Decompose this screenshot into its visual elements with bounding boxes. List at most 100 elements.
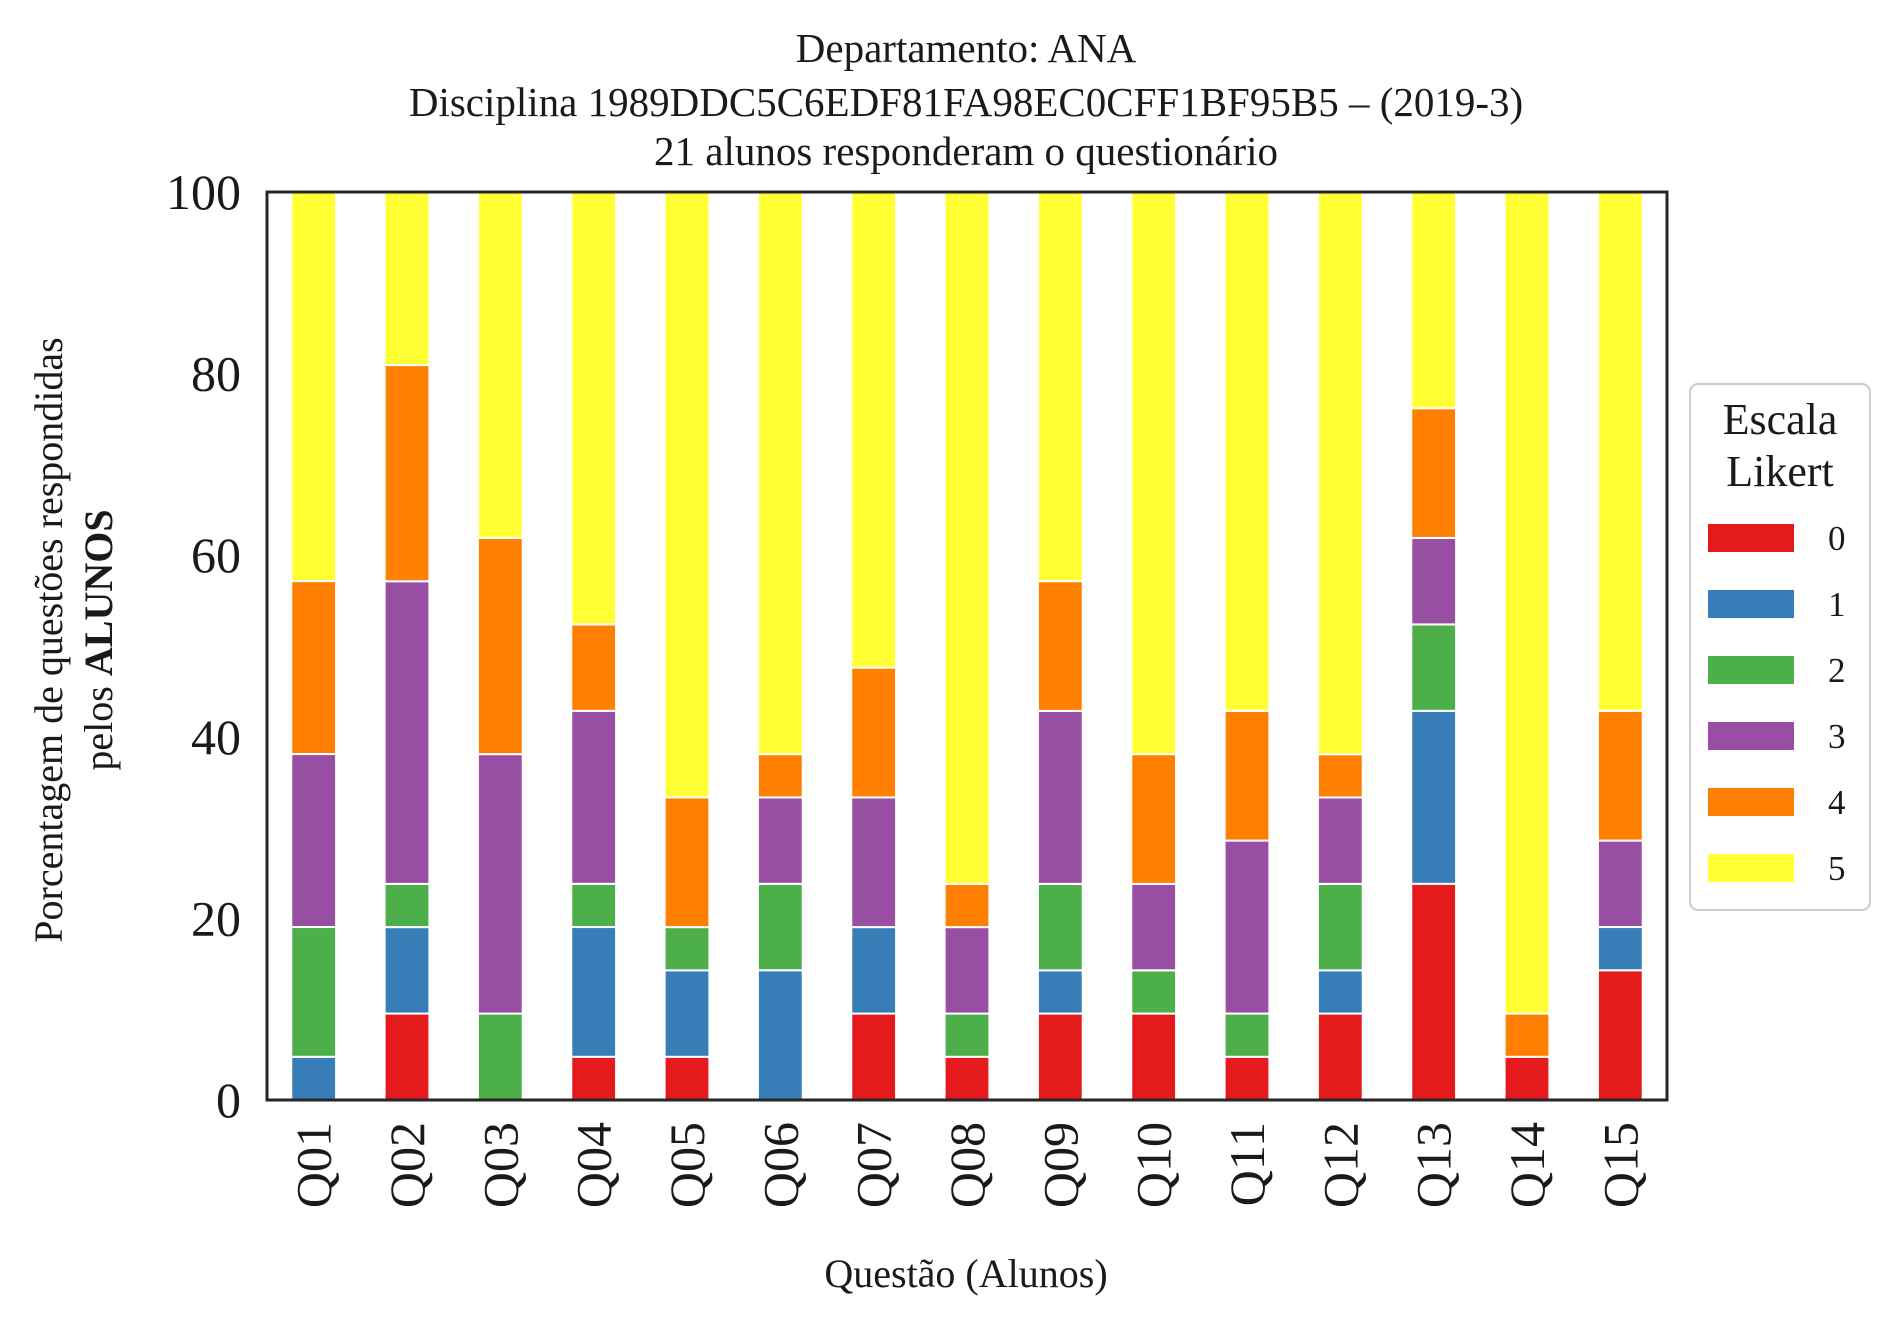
bar-Q10-5 [1130,191,1178,756]
legend-label-1: 1 [1828,585,1846,624]
bar-Q08-4 [943,882,991,929]
bar-Q15-0 [1596,969,1644,1101]
bar-Q05-2 [663,926,711,972]
bar-Q12-0 [1316,1012,1364,1101]
bar-Q02-3 [383,580,431,885]
legend-swatch-3 [1708,722,1794,750]
bar-Q03-3 [476,753,524,1015]
bar-Q07-4 [850,666,898,799]
bar-Q01-2 [290,926,338,1058]
bar-Q02-0 [383,1012,431,1101]
x-tick-label-Q10: Q10 [1126,1122,1182,1208]
bar-Q04-1 [570,926,618,1058]
bar-Q04-4 [570,623,618,712]
bar-Q05-4 [663,796,711,929]
legend-title-line-2: Likert [1726,447,1834,496]
bar-Q13-3 [1410,536,1458,626]
title-line-2: Disciplina 1989DDC5C6EDF81FA98EC0CFF1BF9… [409,79,1523,125]
bar-Q03-2 [476,1012,524,1101]
bar-Q09-1 [1036,969,1084,1015]
chart-title: Departamento: ANA Disciplina 1989DDC5C6E… [409,25,1523,174]
bar-Q06-3 [756,796,804,885]
x-tick-label-Q15: Q15 [1592,1122,1648,1208]
legend-label-0: 0 [1828,519,1846,558]
legend-title-line-1: Escala [1723,395,1838,444]
x-tick-label-Q04: Q04 [566,1122,622,1208]
x-axis-label: Questão (Alunos) [824,1251,1107,1296]
bar-Q12-2 [1316,882,1364,972]
bar-Q14-4 [1503,1012,1551,1058]
y-axis-label-line-1: Porcentagem de questões respondidas [26,337,71,942]
bar-Q08-5 [943,191,991,885]
x-tick-label-Q01: Q01 [286,1122,342,1208]
y-axis-label-line-2: pelos ALUNOS [76,509,121,770]
y-axis-label-bold: ALUNOS [76,509,121,676]
bar-Q10-4 [1130,753,1178,885]
x-tick-label-Q11: Q11 [1219,1122,1275,1206]
bar-Q01-1 [290,1055,338,1102]
bar-Q05-0 [663,1055,711,1102]
bar-Q07-3 [850,796,898,929]
bar-Q04-3 [570,709,618,885]
bar-Q02-5 [383,191,431,367]
bar-Q06-1 [756,969,804,1101]
bar-Q14-5 [1503,191,1551,1015]
bar-Q12-4 [1316,753,1364,799]
bar-Q09-3 [1036,709,1084,885]
bar-Q11-4 [1223,709,1271,842]
bar-Q12-5 [1316,191,1364,756]
bar-Q02-2 [383,882,431,929]
bar-Q07-0 [850,1012,898,1101]
bar-Q03-4 [476,536,524,756]
bar-Q13-2 [1410,623,1458,712]
y-tick-label-40: 40 [191,709,241,765]
legend: Escala Likert 0 1 2 3 4 5 [1689,383,1871,911]
y-ticks: 0 20 40 60 80 100 [166,164,241,1128]
bar-Q13-1 [1410,709,1458,885]
legend-label-2: 2 [1828,651,1846,690]
bar-Q09-2 [1036,882,1084,972]
legend-frame [1689,383,1871,911]
legend-label-5: 5 [1828,849,1846,888]
bar-Q02-1 [383,926,431,1015]
legend-label-4: 4 [1828,783,1846,822]
bar-Q07-1 [850,926,898,1015]
legend-swatch-4 [1708,788,1794,816]
bar-Q11-5 [1223,191,1271,712]
bar-Q12-3 [1316,796,1364,885]
bar-Q14-0 [1503,1055,1551,1102]
bar-Q02-4 [383,364,431,583]
bar-Q04-2 [570,882,618,929]
bar-Q03-5 [476,191,524,539]
bar-Q09-0 [1036,1012,1084,1101]
title-line-1: Departamento: ANA [796,25,1137,71]
bar-Q11-0 [1223,1055,1271,1102]
bar-Q01-3 [290,753,338,929]
legend-label-3: 3 [1828,717,1846,756]
bar-Q13-5 [1410,191,1458,410]
bar-Q15-4 [1596,709,1644,842]
x-tick-label-Q09: Q09 [1032,1122,1088,1208]
legend-swatch-2 [1708,656,1794,684]
y-tick-label-80: 80 [191,346,241,402]
y-tick-label-0: 0 [216,1072,241,1128]
legend-swatch-5 [1708,854,1794,882]
bar-Q10-3 [1130,882,1178,972]
y-axis-label-prefix: pelos [76,676,121,770]
bar-Q15-3 [1596,839,1644,929]
x-tick-label-Q05: Q05 [659,1122,715,1208]
bar-Q11-3 [1223,839,1271,1015]
legend-swatch-1 [1708,590,1794,618]
legend-swatch-0 [1708,524,1794,552]
bar-Q09-5 [1036,191,1084,583]
y-tick-label-20: 20 [191,890,241,946]
title-line-3: 21 alunos responderam o questionário [654,128,1278,174]
bar-Q05-1 [663,969,711,1058]
x-tick-label-Q13: Q13 [1406,1122,1462,1208]
bar-Q05-5 [663,191,711,799]
y-axis-label: Porcentagem de questões respondidas pelo… [26,337,121,942]
bar-Q01-4 [290,580,338,756]
x-tick-label-Q06: Q06 [752,1122,808,1208]
bar-Q11-2 [1223,1012,1271,1058]
